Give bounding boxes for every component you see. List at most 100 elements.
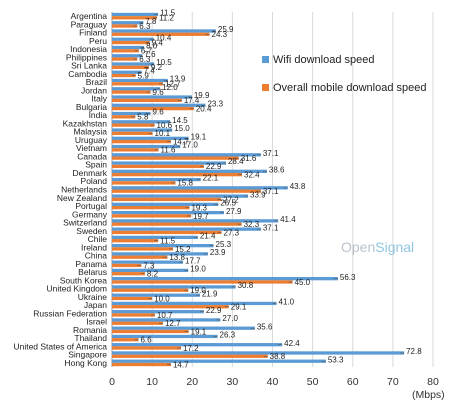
mobile-bar — [112, 239, 159, 243]
wifi-value-label: 25.3 — [216, 240, 232, 249]
category-label: Cambodia — [68, 69, 107, 79]
mobile-value-label: 12.7 — [165, 319, 181, 328]
mobile-value-label: 32.4 — [244, 170, 260, 179]
category-label: Malaysia — [73, 127, 107, 137]
mobile-value-label: 31.6 — [241, 154, 257, 163]
mobile-bar — [112, 214, 192, 218]
legend-swatch-mobile — [262, 84, 269, 91]
wifi-bar — [112, 62, 155, 66]
mobile-bar — [112, 206, 190, 210]
category-label: South Korea — [60, 275, 108, 285]
mobile-bar — [112, 73, 136, 78]
mobile-bar — [112, 156, 239, 160]
mobile-value-label: 15.2 — [175, 245, 191, 254]
mobile-value-label: 20.4 — [196, 104, 212, 113]
wifi-bar — [112, 111, 151, 116]
mobile-value-label: 32.3 — [244, 220, 260, 229]
mobile-bar — [112, 106, 194, 111]
mobile-bar — [112, 172, 243, 177]
mobile-bar — [112, 288, 189, 292]
mobile-bar — [112, 131, 153, 136]
wifi-bar — [112, 343, 283, 347]
mobile-bar — [112, 272, 145, 276]
mobile-bar — [112, 362, 171, 367]
mobile-value-label: 5.9 — [138, 71, 150, 80]
mobile-bar — [112, 329, 189, 334]
wifi-value-label: 19.1 — [191, 132, 207, 141]
mobile-bar — [112, 346, 182, 350]
wifi-value-label: 19.0 — [190, 265, 206, 274]
mobile-value-label: 7.3 — [143, 261, 155, 270]
mobile-value-label: 10.7 — [157, 311, 173, 320]
mobile-value-label: 10.1 — [155, 129, 171, 138]
mobile-value-label: 14.7 — [173, 137, 189, 146]
wifi-value-label: 23.3 — [207, 99, 223, 108]
wifi-value-label: 7.4 — [144, 66, 156, 75]
wifi-bar — [112, 235, 198, 240]
wifi-value-label: 19.9 — [194, 91, 210, 100]
wifi-bar — [112, 219, 279, 223]
wifi-value-label: 17.0 — [182, 141, 198, 150]
category-label: Germany — [72, 209, 108, 219]
wifi-bar — [112, 210, 224, 215]
category-label: Bulgaria — [76, 102, 107, 112]
mobile-bar — [112, 65, 149, 69]
category-label: Netherlands — [61, 185, 107, 195]
wifi-bar — [112, 45, 145, 50]
wifi-bar — [112, 202, 219, 207]
mobile-bar — [112, 148, 159, 152]
wifi-value-label: 23.9 — [210, 248, 226, 257]
category-label: Panama — [75, 259, 107, 269]
category-label: Kazakhstan — [63, 118, 108, 128]
mobile-value-label: 10.0 — [154, 294, 170, 303]
mobile-value-label: 6.6 — [140, 336, 152, 345]
category-label: Paraguay — [71, 19, 108, 29]
wifi-bar — [112, 268, 189, 273]
mobile-value-label: 24.3 — [212, 30, 228, 39]
x-tick-label: 60 — [347, 376, 359, 388]
category-label: Spain — [85, 160, 107, 170]
mobile-value-label: 8.2 — [147, 270, 159, 279]
wifi-bar — [112, 310, 204, 314]
wifi-value-label: 26.5 — [220, 199, 236, 208]
wifi-bar — [112, 120, 171, 124]
mobile-value-label: 14.7 — [173, 360, 189, 369]
wifi-bar — [112, 169, 267, 173]
wifi-value-label: 41.4 — [280, 215, 296, 224]
mobile-bar — [112, 230, 222, 235]
wifi-bar — [112, 277, 338, 281]
mobile-bar — [112, 296, 153, 301]
wifi-value-label: 22.1 — [203, 174, 219, 183]
mobile-value-label: 11.2 — [159, 14, 175, 23]
wifi-value-label: 10.5 — [156, 58, 172, 67]
mobile-value-label: 37.1 — [263, 187, 279, 196]
wifi-value-label: 8.0 — [146, 42, 158, 51]
mobile-bar — [112, 321, 163, 325]
legend: Wifi download speed Overall mobile downl… — [262, 54, 426, 94]
wifi-value-label: 37.1 — [263, 149, 279, 158]
wifi-value-label: 42.4 — [284, 339, 300, 348]
wifi-bar — [112, 351, 405, 355]
category-label: Singapore — [68, 350, 107, 360]
mobile-bar — [112, 16, 157, 20]
category-label: Ukraine — [78, 292, 108, 302]
category-label: Vietnam — [76, 143, 107, 153]
category-label: Chile — [88, 234, 108, 244]
mobile-value-label: 29.1 — [231, 303, 247, 312]
wifi-value-label: 25.9 — [218, 25, 234, 34]
mobile-value-label: 13.8 — [169, 253, 185, 262]
legend-swatch-wifi — [262, 56, 269, 63]
wifi-bar — [112, 161, 226, 165]
category-label: New Zealand — [57, 193, 107, 203]
x-tick-label: 0 — [109, 376, 115, 388]
mobile-value-label: 11.5 — [160, 237, 176, 246]
category-labels: ArgentinaParaguayFinlandPeruIndonesiaPhi… — [13, 11, 107, 368]
x-tick-label: 20 — [186, 376, 198, 388]
wifi-bar — [112, 12, 159, 17]
wifi-value-label: 7.8 — [145, 17, 157, 26]
mobile-value-label: 38.8 — [270, 352, 286, 361]
wifi-value-label: 13.9 — [170, 75, 186, 84]
wifi-value-label: 11.5 — [160, 9, 176, 18]
mobile-bar — [112, 98, 182, 102]
wifi-bar — [112, 95, 192, 99]
